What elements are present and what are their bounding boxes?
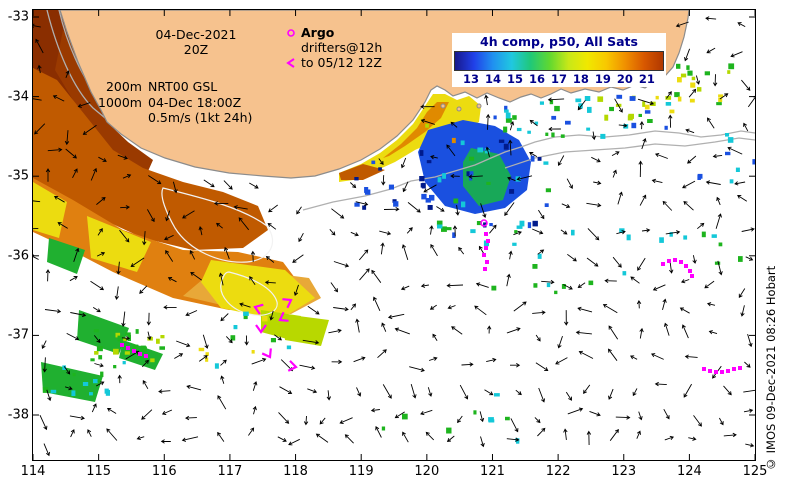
y-axis-tick-label: -38: [7, 407, 29, 423]
y-axis-tick-label: -35: [7, 168, 29, 184]
colorbar-gradient: [454, 51, 664, 71]
colorbar-tick-label: 17: [550, 72, 567, 86]
colorbar-tick-label: 18: [572, 72, 589, 86]
x-axis-tick-label: 119: [348, 464, 374, 479]
date-text: 04-Dec-2021: [155, 27, 237, 42]
argo-marker-icon: [281, 27, 301, 39]
y-axis-tick-label: -34: [7, 89, 29, 105]
x-axis-tick-label: 122: [545, 464, 571, 479]
map-svg: [33, 10, 755, 460]
colorbar-ticks: 13 14 15 16 17 18 19 20 21: [454, 71, 664, 86]
y-axis-tick-label: -33: [7, 9, 29, 25]
time-text: 20Z: [183, 42, 209, 57]
x-axis-tick-label: 123: [611, 464, 637, 479]
sst-speckles: [42, 63, 755, 444]
x-axis-tick-label: 115: [86, 464, 112, 479]
vector-scale: 0.5m/s (1kt 24h): [148, 110, 253, 125]
x-axis-tick-label: 117: [217, 464, 243, 479]
colorbar-tick-label: 13: [463, 72, 480, 86]
x-axis-tick-label: 114: [20, 464, 46, 479]
x-axis-tick-label: 121: [480, 464, 505, 479]
product-annotation: 200m NRT00 GSL 1000m 04-Dec 18:00Z 0.5m/…: [98, 79, 252, 126]
x-axis-tick-label: 124: [676, 464, 702, 479]
white-contours: [161, 187, 278, 316]
y-axis-tick-label: -37: [7, 327, 29, 343]
y-axis-tick-label: -36: [7, 248, 29, 264]
x-axis-tick-label: 120: [414, 464, 440, 479]
credit-text: © IMOS 09-Dec-2021 08:26 Hobart: [764, 265, 778, 471]
drifter-tracks: [120, 219, 742, 374]
date-annotation: 04-Dec-2021 20Z: [146, 27, 246, 57]
x-axis-tick-label: 116: [151, 464, 177, 479]
colorbar: 4h comp, p50, All Sats 13 14 15 16 17 18 19 20 2…: [452, 33, 666, 87]
x-axis-tick-label: 118: [283, 464, 308, 479]
current-vectors: [33, 16, 755, 457]
argo-label: Argo: [301, 25, 335, 40]
argo-drifter-legend: Argo drifters@12h to 05/12 12Z: [281, 25, 382, 70]
drifters-label-line1: drifters@12h: [301, 40, 383, 55]
colorbar-tick-label: 19: [594, 72, 611, 86]
contour-depth-200m-label: 200m: [105, 79, 142, 94]
x-axis-tick-label: 125: [742, 464, 768, 479]
drifter-arrow-icon: [281, 57, 301, 69]
colorbar-tick-label: 16: [528, 72, 545, 86]
axis-tick-marks: [33, 10, 755, 460]
colorbar-tick-label: 14: [484, 72, 501, 86]
colorbar-tick-label: 20: [616, 72, 633, 86]
colorbar-tick-label: 15: [506, 72, 523, 86]
vector-time: 04-Dec 18:00Z: [148, 94, 242, 110]
drifters-label-line2: to 05/12 12Z: [301, 55, 382, 70]
islands: [440, 103, 482, 112]
colorbar-title: 4h comp, p50, All Sats: [480, 34, 638, 49]
product-name: NRT00 GSL: [148, 79, 218, 94]
colorbar-tick-label: 21: [638, 72, 655, 86]
contour-depth-1000m-label: 1000m: [98, 94, 142, 110]
